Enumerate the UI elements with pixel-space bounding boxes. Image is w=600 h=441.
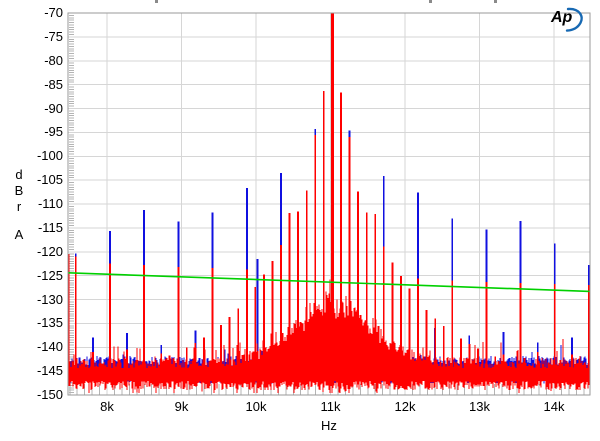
- x-tick-label: 11k: [320, 399, 341, 414]
- y-unit-char-r: r: [16, 199, 22, 214]
- x-tick-label: 9k: [174, 399, 189, 414]
- y-tick-label: -85: [44, 76, 63, 92]
- red-trace-noise-floor: [67, 279, 591, 394]
- x-tick-label: 10k: [245, 399, 267, 414]
- y-tick-label: -110: [37, 196, 63, 211]
- x-tick-label: 14k: [543, 399, 565, 414]
- y-tick-label: -145: [36, 363, 63, 379]
- logo-text: Ap: [551, 9, 573, 26]
- y-tick-label: -115: [37, 219, 63, 235]
- y-tick-label: -105: [36, 172, 63, 188]
- y-tick-label: -95: [44, 124, 63, 140]
- y-tick-label: -75: [44, 28, 63, 44]
- y-unit-char-A: A: [14, 227, 24, 242]
- x-tick-label: 12k: [394, 399, 416, 414]
- plot-border: [67, 12, 591, 396]
- y-tick-label: -90: [44, 100, 63, 116]
- y-tick-label: -150: [36, 387, 63, 402]
- clipped-title-mark: [429, 0, 432, 3]
- x-tick-label: 13k: [469, 399, 490, 414]
- logo-arc-icon: [565, 7, 583, 32]
- clipped-title-mark: [155, 0, 158, 3]
- y-tick-label: -140: [36, 339, 63, 355]
- x-axis-unit-label: Hz: [321, 418, 337, 433]
- green-reference-line: [67, 272, 591, 293]
- audio-precision-logo: Ap: [548, 7, 588, 33]
- y-tick-label: -100: [36, 148, 63, 164]
- y-tick-label: -70: [44, 5, 63, 20]
- y-tick-label: -135: [36, 315, 63, 331]
- y-unit-char-d: d: [15, 167, 23, 182]
- y-tick-label: -125: [36, 267, 63, 283]
- y-unit-char-B: B: [14, 183, 24, 198]
- x-tick-label: 8k: [100, 399, 114, 414]
- red-trace-spikes: [67, 90, 590, 369]
- y-tick-label: -130: [36, 291, 63, 307]
- clipped-title-mark: [494, 0, 497, 3]
- y-tick-label: -120: [36, 243, 63, 259]
- y-tick-label: -80: [44, 52, 63, 68]
